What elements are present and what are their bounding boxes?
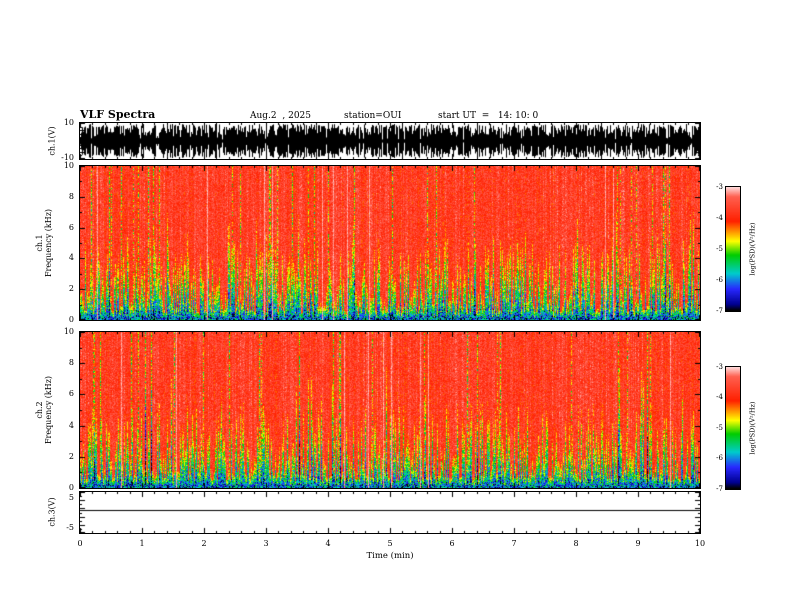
colorbar-axis-label: log(PSD)(V²/Hz) <box>748 401 757 455</box>
colorbar-tick-label: -3 <box>716 183 723 191</box>
x-tick-label: 5 <box>387 539 393 548</box>
y-tick-label: 2 <box>68 452 74 461</box>
colorbar-tick-label: -6 <box>716 454 723 462</box>
y-tick-label: -10 <box>61 153 74 162</box>
y-tick-label: 2 <box>68 284 74 293</box>
colorbar-ch1 <box>725 186 741 312</box>
x-tick-label: 8 <box>573 539 579 548</box>
y-tick-label: 10 <box>63 327 74 336</box>
colorbar-axis-label: log(PSD)(V²/Hz) <box>748 222 757 276</box>
x-tick-label: 6 <box>449 539 455 548</box>
y-tick-label: 6 <box>68 389 74 398</box>
y-tick-label: 10 <box>63 161 74 170</box>
colorbar-tick-label: -4 <box>716 393 723 401</box>
ch1-spectrogram <box>79 165 701 321</box>
station-label: station=OUI <box>344 111 402 121</box>
ch1-frequency-axis-label: ch.1 Frequency (kHz) <box>35 209 53 277</box>
ch1-axis-label-line2: Frequency (kHz) <box>44 208 53 278</box>
page-title: VLF Spectra <box>80 108 156 121</box>
y-tick-label: 8 <box>68 358 74 367</box>
y-tick-label: 4 <box>68 421 74 430</box>
colorbar-tick-label: -3 <box>716 363 723 371</box>
ch2-spectrogram <box>79 331 701 489</box>
ch2-axis-label-line1: ch.2 <box>34 401 44 419</box>
start-ut-label: start UT = 14: 10: 0 <box>438 111 539 121</box>
x-tick-label: 2 <box>201 539 207 548</box>
colorbar-tick-label: -5 <box>716 424 723 432</box>
ch1-axis-label-line1: ch.1 <box>34 234 44 252</box>
x-tick-label: 0 <box>77 539 83 548</box>
x-tick-label: 7 <box>511 539 517 548</box>
colorbar-tick-label: -7 <box>716 485 723 493</box>
colorbar-tick-label: -4 <box>716 214 723 222</box>
y-tick-label: 10 <box>63 118 74 127</box>
x-tick-label: 9 <box>635 539 641 548</box>
ch1-voltage-axis-label: ch.1(V) <box>47 126 57 156</box>
y-tick-label: -5 <box>66 523 74 532</box>
x-tick-label: 1 <box>139 539 145 548</box>
y-tick-label: 5 <box>68 493 74 502</box>
y-tick-label: 6 <box>68 223 74 232</box>
colorbar-tick-label: -6 <box>716 276 723 284</box>
x-tick-label: 3 <box>263 539 269 548</box>
x-axis-label: Time (min) <box>366 551 414 561</box>
y-tick-label: 4 <box>68 253 74 262</box>
date-label: Aug.2 , 2025 <box>250 111 311 121</box>
colorbar-tick-label: -5 <box>716 245 723 253</box>
x-tick-label: 4 <box>325 539 331 548</box>
ch2-axis-label-line2: Frequency (kHz) <box>44 375 53 445</box>
y-tick-label: 0 <box>68 483 74 492</box>
y-tick-label: 0 <box>68 315 74 324</box>
ch1-waveform-plot <box>79 122 701 160</box>
colorbar-ch2 <box>725 366 741 490</box>
x-tick-label: 10 <box>694 539 706 548</box>
y-tick-label: 8 <box>68 192 74 201</box>
ch3-voltage-plot <box>79 491 701 534</box>
ch2-frequency-axis-label: ch.2 Frequency (kHz) <box>35 376 53 444</box>
colorbar-tick-label: -7 <box>716 307 723 315</box>
